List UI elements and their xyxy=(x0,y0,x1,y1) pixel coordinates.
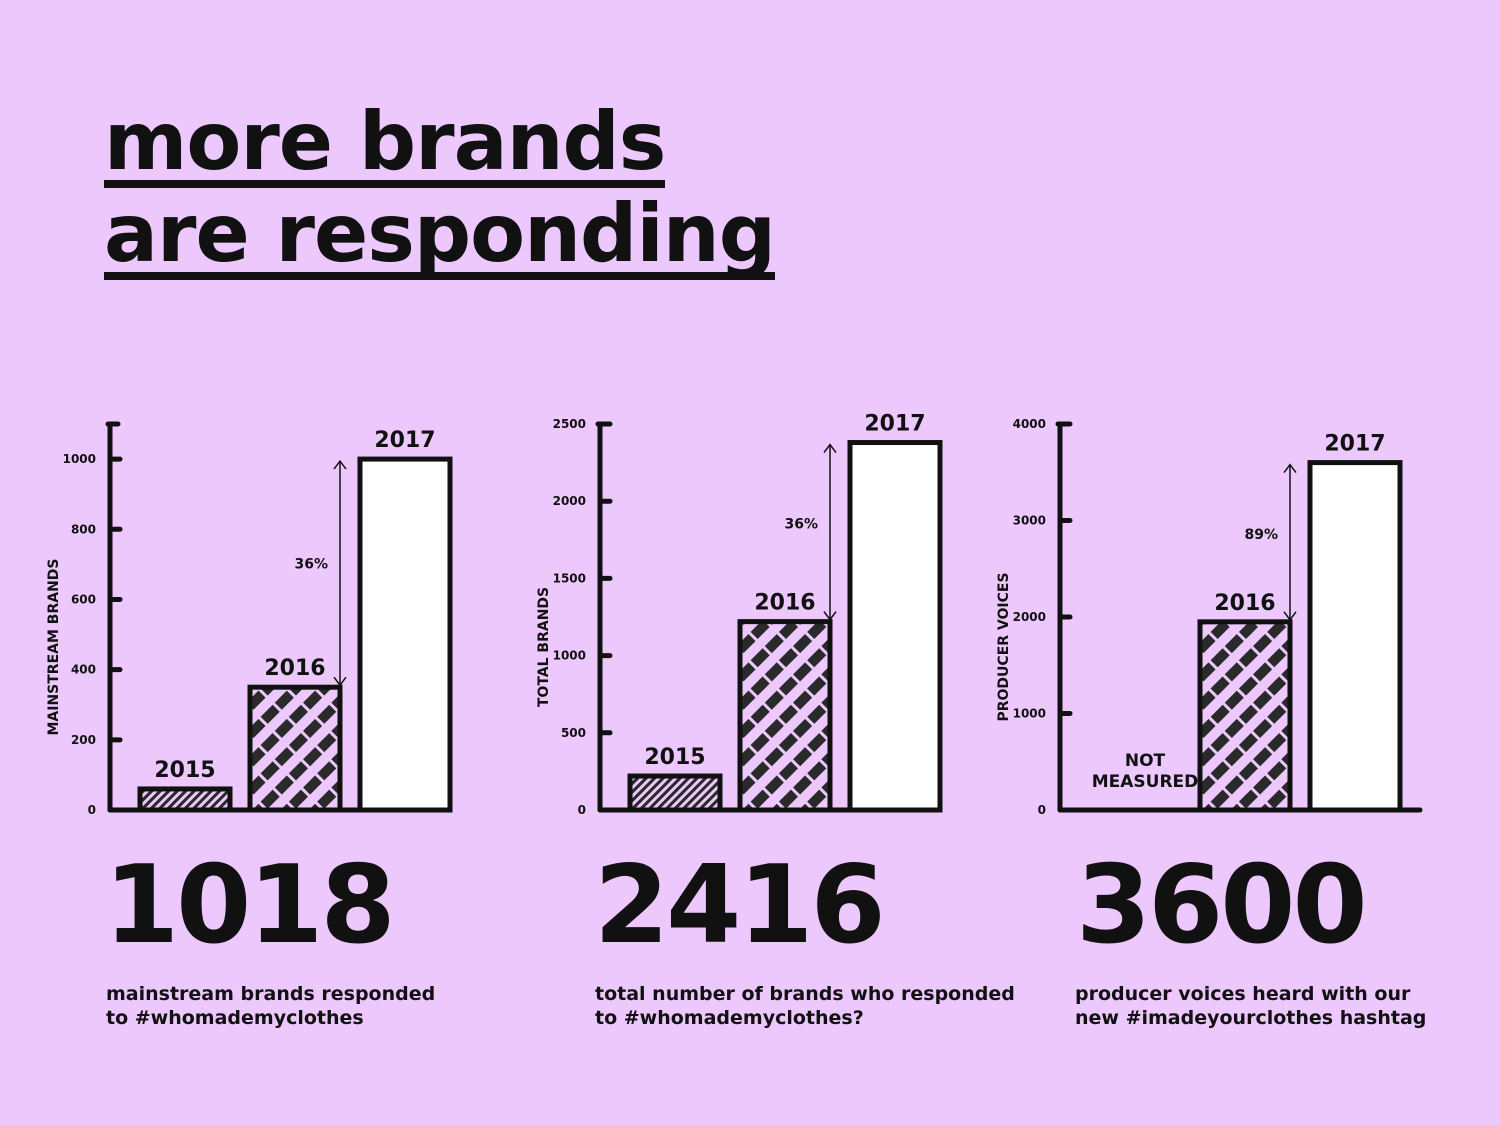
y-tick-label: 2500 xyxy=(553,417,586,431)
title-line-1: more brands xyxy=(104,95,666,188)
caption-line: producer voices heard with our xyxy=(1075,983,1411,1005)
y-tick-label: 200 xyxy=(71,733,96,747)
caption-mainstream: mainstream brands responded to #whomadem… xyxy=(106,982,506,1030)
caption-producers: producer voices heard with our new #imad… xyxy=(1075,982,1475,1030)
y-tick-label: 400 xyxy=(71,663,96,677)
change-percent-label: 36% xyxy=(784,516,818,532)
y-tick-label: 1000 xyxy=(1013,707,1046,721)
not-measured-label: MEASURED xyxy=(1092,772,1199,792)
y-tick-label: 0 xyxy=(1038,803,1046,817)
y-tick-label: 0 xyxy=(578,803,586,817)
bar-label-2017: 2017 xyxy=(1324,432,1385,457)
y-tick-label: 4000 xyxy=(1013,417,1046,431)
chart-mainstream-brands-svg: 0 200 400 600 800 1000 MAINSTREAM BRANDS 2015 20… xyxy=(46,421,453,817)
bar-label-2016: 2016 xyxy=(264,656,325,681)
big-number-mainstream: 1018 xyxy=(104,843,396,968)
change-arrow-head-up xyxy=(333,459,347,470)
bar-2015 xyxy=(627,773,723,813)
bar-label-2017: 2017 xyxy=(864,412,925,437)
y-tick-label: 1000 xyxy=(63,452,96,466)
caption-line: to #whomademyclothes xyxy=(106,1007,364,1029)
change-arrow-head-up xyxy=(823,443,837,453)
bar-2017 xyxy=(357,456,453,813)
bar-2016 xyxy=(737,619,833,813)
bar-2017 xyxy=(847,440,943,813)
y-tick-label: 3000 xyxy=(1013,514,1046,528)
change-percent-label: 36% xyxy=(294,557,328,573)
y-axis-label: MAINSTREAM BRANDS xyxy=(46,558,62,735)
page-title: more brands are responding xyxy=(104,95,776,280)
y-tick-label: 0 xyxy=(88,803,96,817)
y-tick-label: 500 xyxy=(561,726,586,740)
change-arrow-head-down xyxy=(823,611,837,621)
bar-label-2017: 2017 xyxy=(374,428,435,453)
big-number-total: 2416 xyxy=(594,843,886,968)
change-arrow-head-down xyxy=(333,676,347,687)
bar-2015 xyxy=(137,786,233,813)
chart-mainstream-brands: 0 200 400 600 800 1000 MAINSTREAM BRANDS 2015 20… xyxy=(40,400,480,820)
big-number-producers: 3600 xyxy=(1076,843,1368,968)
bar-label-2016: 2016 xyxy=(1214,591,1275,616)
caption-line: total number of brands who responded xyxy=(595,983,1015,1005)
y-tick-label: 2000 xyxy=(553,494,586,508)
y-tick-label: 2000 xyxy=(1013,610,1046,624)
title-line-2: are responding xyxy=(104,187,776,280)
change-percent-label: 89% xyxy=(1244,527,1278,543)
chart-producer-voices: 0 1000 2000 3000 4000 PRODUCER VOICES NOT MEASU… xyxy=(990,400,1430,820)
y-tick-label: 600 xyxy=(71,592,96,606)
chart-total-brands-svg: 0 500 1000 1500 2000 2500 TOTAL BRANDS 2015 2016… xyxy=(536,412,943,817)
y-tick-label: 800 xyxy=(71,522,96,536)
y-axis-label: PRODUCER VOICES xyxy=(996,572,1012,721)
caption-total: total number of brands who responded to … xyxy=(595,982,1015,1030)
y-tick-label: 1500 xyxy=(553,571,586,585)
change-arrow-head-up xyxy=(1283,463,1297,474)
y-axis-label: TOTAL BRANDS xyxy=(536,587,552,707)
bar-2017 xyxy=(1307,460,1403,813)
bar-label-2015: 2015 xyxy=(644,745,705,770)
caption-line: to #whomademyclothes? xyxy=(595,1007,864,1029)
not-measured-label: NOT xyxy=(1125,751,1166,771)
caption-line: mainstream brands responded xyxy=(106,983,436,1005)
bar-label-2016: 2016 xyxy=(754,591,815,616)
change-arrow-head-down xyxy=(1283,611,1297,622)
y-tick-label: 1000 xyxy=(553,649,586,663)
bar-2016 xyxy=(1197,619,1293,813)
chart-total-brands: 0 500 1000 1500 2000 2500 TOTAL BRANDS 2015 2016… xyxy=(530,400,970,820)
bar-2016 xyxy=(247,684,343,813)
chart-producer-voices-svg: 0 1000 2000 3000 4000 PRODUCER VOICES NOTMEASU… xyxy=(996,417,1423,817)
caption-line: new #imadeyourclothes hashtag xyxy=(1075,1007,1427,1029)
bar-label-2015: 2015 xyxy=(154,758,215,783)
